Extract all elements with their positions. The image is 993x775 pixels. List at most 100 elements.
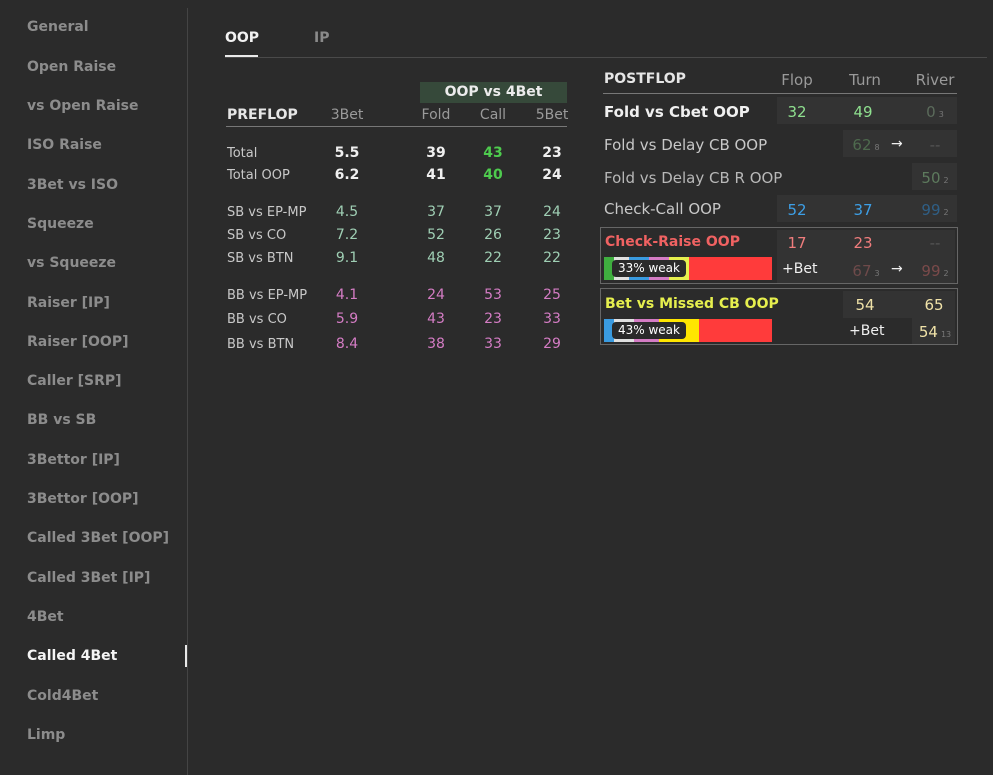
preflop-cell-fold[interactable]: 24 [427, 287, 445, 303]
preflop-cell-call[interactable]: 53 [484, 287, 502, 303]
preflop-cell-call[interactable]: 40 [483, 167, 503, 183]
check-raise-river-after-bet[interactable]: 99 2 [921, 262, 949, 280]
sidebar-item-vs-squeeze[interactable]: vs Squeeze [27, 255, 117, 271]
check-raise-river[interactable]: -- [929, 234, 941, 252]
preflop-row-label: Total [227, 146, 258, 161]
preflop-cell-fold[interactable]: 38 [427, 336, 445, 352]
sidebar-item-raiser-oop[interactable]: Raiser [OOP] [27, 334, 129, 350]
sidebar-active-marker [185, 645, 187, 667]
sidebar-item-called-4bet[interactable]: Called 4Bet [27, 648, 118, 664]
sidebar-item-cold4bet[interactable]: Cold4Bet [27, 688, 99, 704]
check-call-river[interactable]: 99 2 [921, 201, 949, 219]
check-raise-flop[interactable]: 17 [787, 234, 807, 252]
preflop-row-label: SB vs CO [227, 228, 287, 243]
preflop-cell-call[interactable]: 43 [483, 145, 503, 161]
fold-vs-delay-cb-cells [843, 130, 957, 157]
preflop-row-label: BB vs BTN [227, 337, 295, 352]
sidebar-divider [187, 8, 188, 775]
sidebar-item-general[interactable]: General [27, 19, 89, 35]
preflop-cell-v3bet[interactable]: 5.9 [335, 311, 359, 327]
preflop-cell-fivebet[interactable]: 33 [543, 311, 561, 327]
preflop-cell-fivebet[interactable]: 25 [543, 287, 561, 303]
check-call-label: Check-Call OOP [604, 200, 721, 218]
preflop-cell-fold[interactable]: 41 [426, 167, 446, 183]
sidebar-item-called-3bet-ip[interactable]: Called 3Bet [IP] [27, 570, 151, 586]
check-raise-bet-cells [777, 256, 955, 283]
col-call-header: Call [479, 107, 507, 123]
check-call-flop[interactable]: 52 [787, 201, 807, 219]
preflop-cell-v3bet[interactable]: 5.5 [334, 145, 360, 161]
preflop-cell-fivebet[interactable]: 24 [542, 167, 562, 183]
preflop-cell-fivebet[interactable]: 23 [543, 227, 561, 243]
tab-active-underline [225, 55, 258, 57]
col-river-header: River [915, 71, 955, 89]
bet-vs-missed-cb-label: Bet vs Missed CB OOP [605, 296, 779, 312]
check-raise-label: Check-Raise OOP [605, 234, 740, 250]
preflop-cell-v3bet[interactable]: 7.2 [335, 227, 359, 243]
preflop-cell-fold[interactable]: 37 [427, 204, 445, 220]
preflop-cell-v3bet[interactable]: 4.5 [335, 204, 359, 220]
sidebar-item-bb-vs-sb[interactable]: BB vs SB [27, 412, 97, 428]
fold-vs-cbet-turn[interactable]: 49 [853, 103, 873, 121]
tab-ip[interactable]: IP [314, 30, 330, 46]
preflop-cell-v3bet[interactable]: 6.2 [334, 167, 360, 183]
preflop-cell-call[interactable]: 33 [484, 336, 502, 352]
fold-vs-delay-cb-r-label: Fold vs Delay CB R OOP [604, 169, 783, 187]
bet-vs-missed-cb-plus-bet: +Bet [849, 323, 885, 339]
col-3bet-header: 3Bet [330, 107, 364, 123]
preflop-cell-fivebet[interactable]: 23 [542, 145, 562, 161]
bet-vs-missed-cb-bet-cell [912, 317, 955, 344]
preflop-cell-fold[interactable]: 52 [427, 227, 445, 243]
bet-vs-missed-cb-box [600, 288, 958, 345]
bet-vs-missed-cb-river[interactable]: 65 [924, 296, 944, 314]
preflop-row-label: SB vs EP-MP [227, 205, 307, 220]
oop-vs-4bet-header: OOP vs 4Bet [420, 82, 567, 103]
sidebar-item-iso-raise[interactable]: ISO Raise [27, 137, 102, 153]
preflop-cell-call[interactable]: 26 [484, 227, 502, 243]
fold-vs-delay-cb-turn[interactable]: 62 8 [852, 136, 880, 154]
check-raise-turn-after-bet[interactable]: 67 3 [852, 262, 880, 280]
preflop-cell-v3bet[interactable]: 8.4 [335, 336, 359, 352]
preflop-cell-call[interactable]: 37 [484, 204, 502, 220]
col-5bet-header: 5Bet [535, 107, 569, 123]
check-raise-cells [777, 230, 955, 257]
bet-vs-missed-cb-river-after-bet[interactable]: 54 13 [918, 323, 952, 341]
sidebar-item-called-3bet-oop[interactable]: Called 3Bet [OOP] [27, 530, 170, 546]
preflop-cell-fold[interactable]: 48 [427, 250, 445, 266]
preflop-cell-fold[interactable]: 43 [427, 311, 445, 327]
preflop-cell-v3bet[interactable]: 9.1 [335, 250, 359, 266]
preflop-cell-call[interactable]: 23 [484, 311, 502, 327]
check-call-turn[interactable]: 37 [853, 201, 873, 219]
preflop-header-rule [226, 126, 567, 127]
check-raise-turn[interactable]: 23 [853, 234, 873, 252]
preflop-cell-fivebet[interactable]: 24 [543, 204, 561, 220]
sidebar-item-3bettor-oop[interactable]: 3Bettor [OOP] [27, 491, 139, 507]
sidebar-item-limp[interactable]: Limp [27, 727, 66, 743]
sidebar-item-squeeze[interactable]: Squeeze [27, 216, 94, 232]
fold-vs-delay-cb-r-river[interactable]: 50 2 [921, 169, 949, 187]
sidebar-item-3bet-vs-iso[interactable]: 3Bet vs ISO [27, 177, 118, 193]
fold-vs-cbet-flop[interactable]: 32 [787, 103, 807, 121]
bet-vs-missed-cb-turn[interactable]: 54 [855, 296, 875, 314]
sidebar: General Open Raise vs Open Raise ISO Rai… [0, 0, 187, 775]
preflop-cell-fold[interactable]: 39 [426, 145, 446, 161]
sidebar-item-raiser-ip[interactable]: Raiser [IP] [27, 295, 110, 311]
check-call-cells [777, 195, 957, 222]
preflop-cell-fivebet[interactable]: 22 [543, 250, 561, 266]
preflop-cell-v3bet[interactable]: 4.1 [335, 287, 359, 303]
tab-oop[interactable]: OOP [225, 30, 260, 46]
preflop-cell-fivebet[interactable]: 29 [543, 336, 561, 352]
col-turn-header: Turn [849, 71, 881, 89]
sidebar-item-4bet[interactable]: 4Bet [27, 609, 64, 625]
sidebar-item-vs-open-raise[interactable]: vs Open Raise [27, 98, 139, 114]
preflop-row-label: Total OOP [227, 168, 290, 183]
preflop-row-label: BB vs CO [227, 312, 287, 327]
preflop-cell-call[interactable]: 22 [484, 250, 502, 266]
sidebar-item-open-raise[interactable]: Open Raise [27, 59, 117, 75]
fold-vs-delay-cb-river[interactable]: -- [929, 136, 941, 154]
sidebar-item-caller-srp[interactable]: Caller [SRP] [27, 373, 122, 389]
sidebar-item-3bettor-ip[interactable]: 3Bettor [IP] [27, 452, 120, 468]
check-raise-plus-bet: +Bet [782, 261, 818, 277]
postflop-title: POSTFLOP [604, 71, 686, 87]
